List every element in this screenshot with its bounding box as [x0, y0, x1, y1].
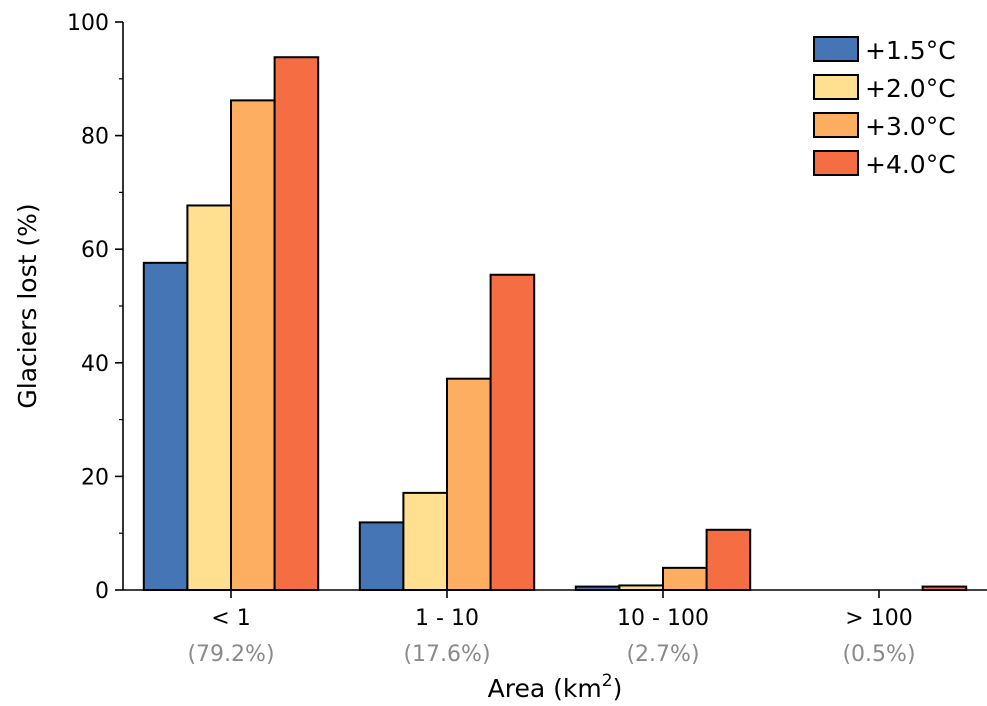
legend-label: +3.0°C [865, 112, 956, 141]
y-ticks: 0 20 40 60 80 100 [67, 11, 123, 604]
bar [273, 56, 320, 592]
x-axis-title-end: ) [613, 674, 623, 702]
bar [446, 377, 492, 592]
bar [142, 261, 189, 591]
x-category-share: (0.5%) [842, 642, 915, 667]
x-axis-title-main: Area (km [488, 674, 602, 702]
y-axis-title: Glaciers lost (%) [13, 203, 42, 408]
x-tick-label: 10 - 100 [617, 606, 709, 631]
y-tick-label: 60 [81, 238, 109, 263]
legend-swatch [813, 112, 859, 138]
legend-label: +2.0°C [865, 74, 956, 103]
y-tick-label: 20 [81, 465, 109, 490]
y-tick-label: 40 [81, 352, 109, 377]
bar [489, 273, 536, 591]
legend-label: +4.0°C [865, 150, 956, 179]
legend-label: +1.5°C [865, 36, 956, 65]
bar [402, 491, 448, 591]
legend: +1.5°C +2.0°C +3.0°C +4.0°C [813, 36, 956, 179]
x-tick-label: > 100 [845, 606, 912, 631]
x-category-share: (2.7%) [626, 642, 699, 667]
x-axis-title-sup: 2 [602, 671, 613, 691]
x-tick-label: 1 - 10 [415, 606, 479, 631]
legend-swatch [813, 36, 859, 62]
bar [705, 528, 752, 591]
bar [230, 99, 276, 591]
x-axis-title: Area (km2) [488, 671, 623, 702]
y-tick-label: 0 [95, 579, 109, 604]
x-category-share: (17.6%) [403, 642, 490, 667]
bar [186, 204, 232, 592]
legend-swatch [813, 150, 859, 176]
x-tick-label: < 1 [211, 606, 250, 631]
bars-layer [142, 56, 968, 592]
bar [662, 566, 708, 591]
x-category-share: (79.2%) [187, 642, 274, 667]
bar [358, 521, 405, 591]
y-tick-label: 100 [67, 11, 109, 36]
legend-swatch [813, 74, 859, 100]
y-tick-label: 80 [81, 125, 109, 150]
x-ticks: < 1 (79.2%) 1 - 10 (17.6%) 10 - 100 (2.7%) > 1… [187, 590, 916, 667]
